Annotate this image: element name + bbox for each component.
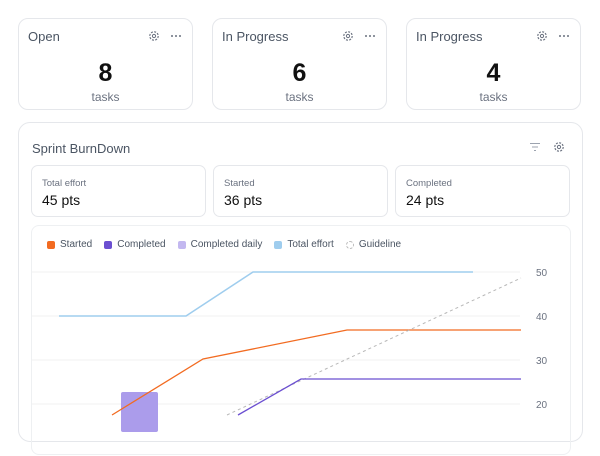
metric-completed: Completed 24 pts xyxy=(395,165,570,217)
panel-title: Sprint BurnDown xyxy=(32,141,131,156)
metric-value: 45 pts xyxy=(42,192,81,208)
chart-legend: Started Completed Completed daily Total … xyxy=(47,239,401,250)
started-swatch-icon xyxy=(47,240,55,249)
metric-label: Completed xyxy=(406,178,452,189)
metric-label: Total effort xyxy=(42,178,87,189)
more-options-icon[interactable] xyxy=(558,30,570,42)
started-line xyxy=(111,329,521,416)
stat-title: In Progress xyxy=(416,29,483,44)
stat-value: 4 xyxy=(486,59,501,87)
stat-card-open: Open 8 tasks xyxy=(18,18,193,110)
legend-guideline[interactable]: Guideline xyxy=(345,239,401,250)
legend-started[interactable]: Started xyxy=(47,239,92,250)
stat-title: Open xyxy=(28,29,60,44)
stat-card-in-progress-2: In Progress 4 tasks xyxy=(406,18,581,110)
filter-icon[interactable] xyxy=(529,141,541,153)
y-tick-40: 40 xyxy=(536,312,548,323)
stat-title: In Progress xyxy=(222,29,289,44)
stat-value: 8 xyxy=(98,59,113,87)
more-options-icon[interactable] xyxy=(170,30,182,42)
legend-total-effort[interactable]: Total effort xyxy=(274,239,334,250)
gear-icon[interactable] xyxy=(536,30,548,42)
stat-card-in-progress: In Progress 6 tasks xyxy=(212,18,387,110)
metric-label: Started xyxy=(224,178,255,189)
gear-icon[interactable] xyxy=(342,30,354,42)
burndown-chart: 50 40 30 20 Started Completed Completed … xyxy=(31,225,571,455)
total-effort-swatch-icon xyxy=(274,240,283,249)
metric-value: 36 pts xyxy=(224,192,263,208)
y-tick-20: 20 xyxy=(536,400,548,411)
completed-swatch-icon xyxy=(104,240,113,249)
stat-unit: tasks xyxy=(479,90,508,104)
legend-completed-daily[interactable]: Completed daily xyxy=(177,239,262,250)
guideline-line xyxy=(226,277,522,416)
y-tick-50: 50 xyxy=(536,268,548,279)
metric-value: 24 pts xyxy=(406,192,445,208)
stat-unit: tasks xyxy=(285,90,314,104)
total-effort-line xyxy=(59,271,473,317)
completed-line xyxy=(237,378,521,416)
legend-completed[interactable]: Completed xyxy=(104,239,166,250)
y-tick-30: 30 xyxy=(536,356,548,367)
gear-icon[interactable] xyxy=(148,30,160,42)
completed-daily-swatch-icon xyxy=(177,240,186,249)
stat-unit: tasks xyxy=(91,90,120,104)
metric-total-effort: Total effort 45 pts xyxy=(31,165,206,217)
metric-started: Started 36 pts xyxy=(213,165,388,217)
guideline-swatch-icon xyxy=(345,240,354,249)
chart-canvas: 50 40 30 20 xyxy=(32,268,548,432)
gear-icon[interactable] xyxy=(553,141,565,153)
more-options-icon[interactable] xyxy=(364,30,376,42)
sprint-burndown-panel: Sprint BurnDown Total effort 45 pts Star… xyxy=(18,122,583,455)
stat-value: 6 xyxy=(292,59,307,87)
